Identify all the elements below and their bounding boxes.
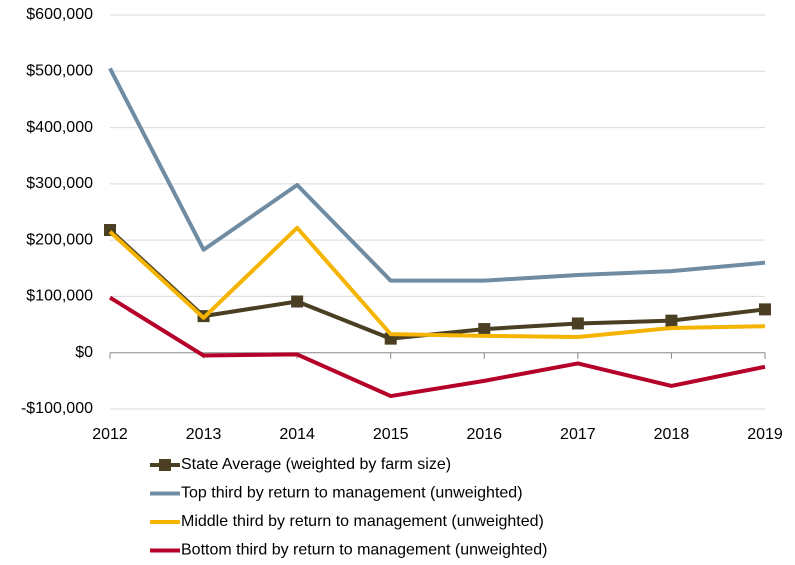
series-line — [108, 225, 766, 339]
y-tick-label: $200,000 — [26, 231, 93, 248]
x-tick-label: 2014 — [279, 426, 315, 443]
legend-marker — [159, 459, 171, 471]
y-tick-label: $500,000 — [26, 63, 93, 80]
x-tick-label: 2017 — [560, 426, 596, 443]
legend-label: State Average (weighted by farm size) — [181, 456, 451, 473]
y-tick-label: $600,000 — [26, 6, 93, 23]
x-tick-label: 2016 — [466, 426, 502, 443]
y-tick-label: $0 — [75, 344, 93, 361]
legend-label: Bottom third by return to management (un… — [181, 542, 547, 559]
y-tick-label: $300,000 — [26, 175, 93, 192]
y-tick-label: $100,000 — [26, 288, 93, 305]
x-tick-label: 2013 — [186, 426, 222, 443]
x-tick-label: 2018 — [654, 426, 690, 443]
x-tick-label: 2015 — [373, 426, 409, 443]
y-tick-label: $400,000 — [26, 119, 93, 136]
point-marker — [665, 314, 678, 327]
y-tick-label: -$100,000 — [21, 400, 93, 417]
point-marker — [478, 323, 491, 336]
legend-label: Top third by return to management (unwei… — [181, 485, 523, 502]
point-marker — [571, 317, 584, 330]
x-tick-label: 2012 — [92, 426, 128, 443]
point-marker — [759, 303, 771, 316]
series-line — [108, 295, 766, 399]
series-line — [108, 67, 766, 283]
legend-label: Middle third by return to management (un… — [181, 513, 544, 530]
point-marker — [291, 295, 304, 308]
x-tick-label: 2019 — [747, 426, 783, 443]
